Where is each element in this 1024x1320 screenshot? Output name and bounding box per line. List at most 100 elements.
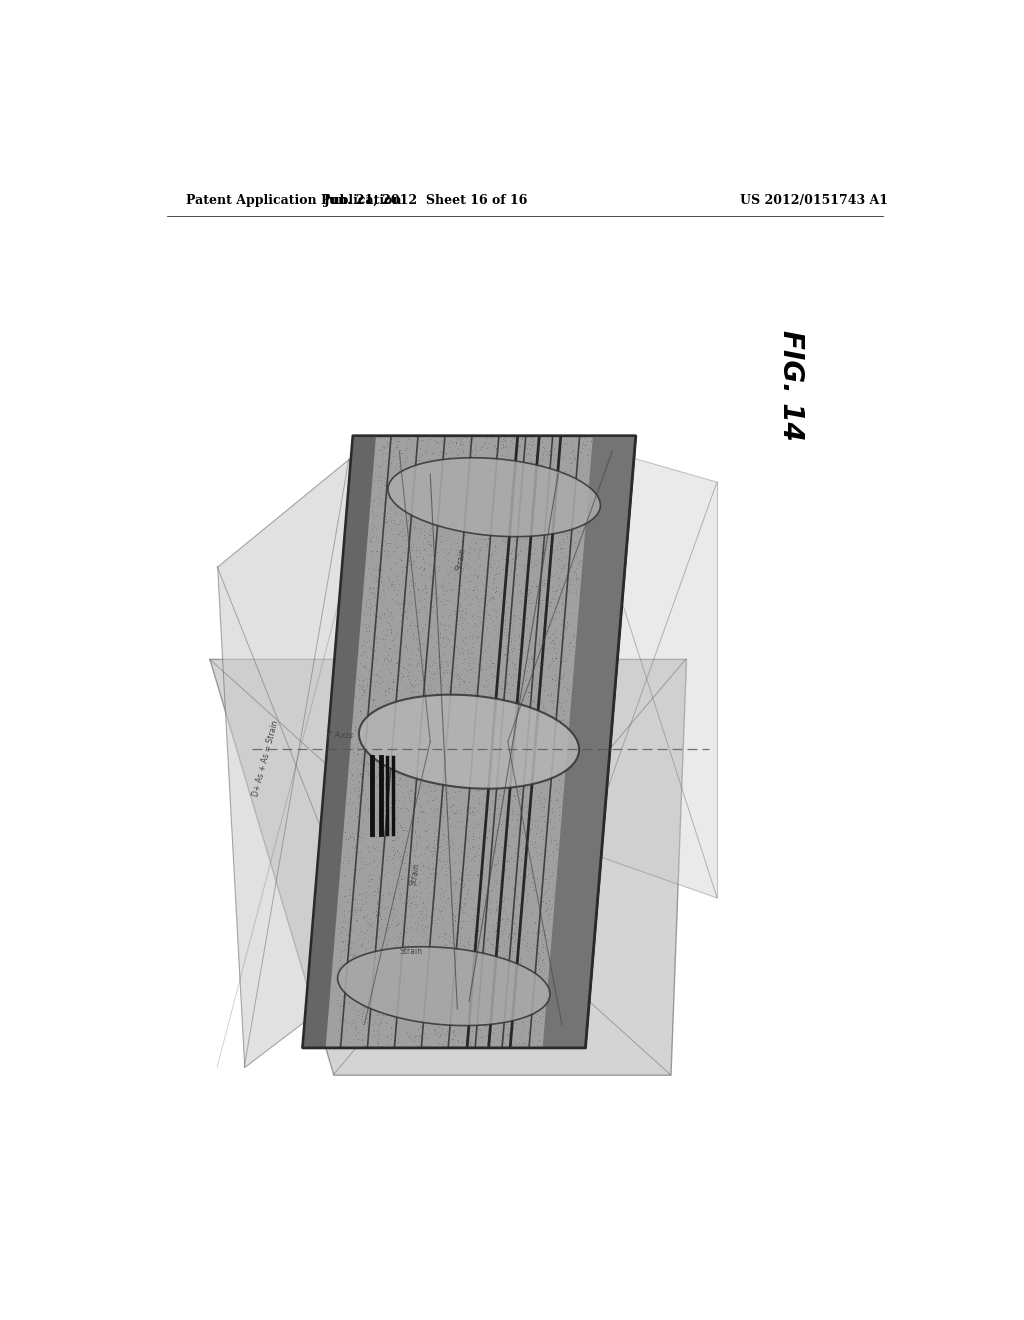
Point — [482, 657, 499, 678]
Point — [454, 603, 470, 624]
Point — [420, 533, 436, 554]
Point — [426, 615, 442, 636]
Point — [490, 834, 507, 855]
Point — [455, 478, 471, 499]
Point — [544, 865, 560, 886]
Point — [408, 713, 424, 734]
Point — [522, 438, 539, 459]
Point — [531, 903, 548, 924]
Point — [399, 1022, 416, 1043]
Point — [505, 663, 521, 684]
Point — [495, 869, 511, 890]
Point — [485, 800, 502, 821]
Point — [475, 677, 492, 698]
Point — [502, 879, 518, 900]
Point — [493, 733, 509, 754]
Point — [381, 681, 397, 702]
Point — [488, 920, 505, 941]
Point — [465, 822, 481, 843]
Point — [490, 767, 507, 788]
Point — [506, 962, 522, 983]
Point — [375, 444, 391, 465]
Point — [412, 557, 428, 578]
Point — [508, 975, 524, 997]
Point — [422, 702, 438, 723]
Point — [499, 866, 515, 887]
Point — [445, 564, 462, 585]
Point — [427, 537, 443, 558]
Point — [511, 694, 527, 715]
Point — [508, 454, 524, 475]
Point — [466, 924, 482, 945]
Point — [408, 999, 424, 1020]
Point — [380, 978, 396, 999]
Point — [381, 916, 397, 937]
Point — [351, 820, 368, 841]
Point — [539, 750, 555, 771]
Point — [385, 994, 401, 1015]
Point — [504, 825, 520, 846]
Point — [535, 1006, 551, 1027]
Point — [545, 566, 561, 587]
Point — [465, 957, 481, 978]
Point — [438, 660, 455, 681]
Point — [517, 470, 534, 491]
Point — [482, 985, 499, 1006]
Point — [414, 663, 430, 684]
Point — [551, 574, 567, 595]
Point — [487, 900, 504, 921]
Point — [407, 550, 423, 572]
Point — [377, 734, 393, 755]
Point — [426, 1019, 442, 1040]
Point — [350, 739, 367, 760]
Point — [390, 846, 407, 867]
Point — [383, 739, 399, 760]
Point — [451, 673, 467, 694]
Point — [487, 983, 504, 1005]
Point — [439, 562, 456, 583]
Point — [476, 597, 493, 618]
Point — [477, 896, 494, 917]
Point — [334, 1026, 350, 1047]
Point — [515, 605, 531, 626]
Point — [449, 801, 465, 822]
Point — [451, 528, 467, 549]
Point — [530, 640, 547, 661]
Point — [430, 973, 446, 994]
Point — [350, 810, 367, 832]
Point — [450, 550, 466, 572]
Point — [565, 627, 582, 648]
Point — [404, 491, 421, 512]
Point — [483, 599, 500, 620]
Point — [389, 591, 406, 612]
Point — [557, 545, 573, 566]
Point — [427, 603, 443, 624]
Point — [429, 738, 445, 759]
Point — [494, 962, 510, 983]
Point — [425, 601, 441, 622]
Point — [332, 946, 348, 968]
Point — [450, 453, 466, 474]
Point — [504, 513, 520, 535]
Point — [527, 754, 544, 775]
Point — [503, 836, 519, 857]
Point — [342, 944, 358, 965]
Point — [537, 883, 553, 904]
Point — [360, 837, 377, 858]
Point — [364, 582, 380, 603]
Point — [560, 636, 577, 657]
Point — [441, 925, 458, 946]
Point — [398, 936, 415, 957]
Point — [398, 678, 415, 700]
Point — [474, 838, 490, 859]
Point — [494, 812, 510, 833]
Point — [536, 810, 552, 832]
Point — [424, 891, 440, 912]
Point — [477, 793, 494, 814]
Point — [457, 937, 473, 958]
Point — [401, 631, 418, 652]
Point — [545, 636, 561, 657]
Point — [346, 1028, 362, 1049]
Point — [556, 700, 572, 721]
Point — [477, 467, 494, 488]
